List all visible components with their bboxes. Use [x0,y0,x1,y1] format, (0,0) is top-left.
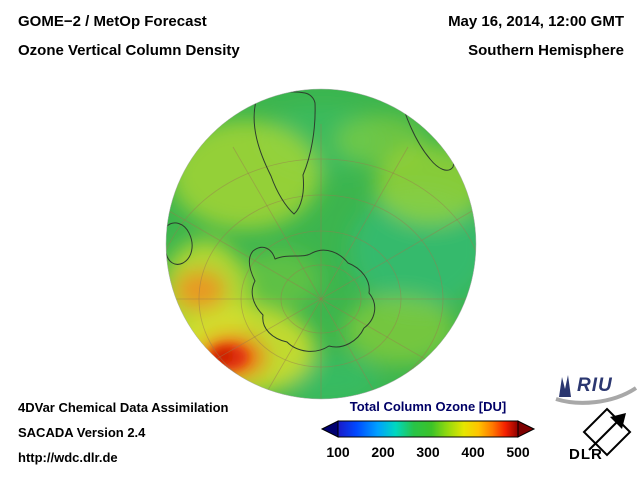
dlr-arrow-shaft [588,420,619,451]
title-quantity: Ozone Vertical Column Density [18,42,240,59]
dlr-logo-text: DLR [569,446,603,463]
colorbar-tick-1: 200 [371,444,395,460]
graticule [166,124,476,399]
riu-cathedral-icon [559,375,571,397]
title-product: GOME−2 / MetOp Forecast [18,13,207,30]
footer-version: SACADA Version 2.4 [18,425,146,440]
coastline-south-america [253,91,316,215]
riu-logo-text: RIU [577,375,613,396]
ozone-high-patch [174,270,226,310]
colorbar-left-arrow [320,420,339,438]
colorbar-tick-4: 500 [506,444,530,460]
dlr-arrow-head-icon [610,413,626,429]
title-region: Southern Hemisphere [468,42,624,59]
coastline-australia [166,222,193,265]
colorbar-tick-0: 100 [326,444,350,460]
riu-swoosh [555,386,638,405]
footer-assimilation: 4DVar Chemical Data Assimilation [18,400,229,415]
colorbar-right-arrow [517,420,536,438]
globe-map [165,88,477,400]
dlr-logo [582,407,632,457]
riu-logo [555,375,638,405]
ozone-field [166,105,476,399]
colorbar-title: Total Column Ozone [DU] [349,399,507,414]
colorbar-tick-2: 300 [416,444,440,460]
coastline-antarctica [248,246,376,352]
colorbar-gradient [337,420,519,438]
colorbar [320,420,536,438]
globe-limb [165,88,477,400]
title-datetime: May 16, 2014, 12:00 GMT [448,13,624,30]
footer-url: http://wdc.dlr.de [18,450,118,465]
colorbar-tick-3: 400 [461,444,485,460]
